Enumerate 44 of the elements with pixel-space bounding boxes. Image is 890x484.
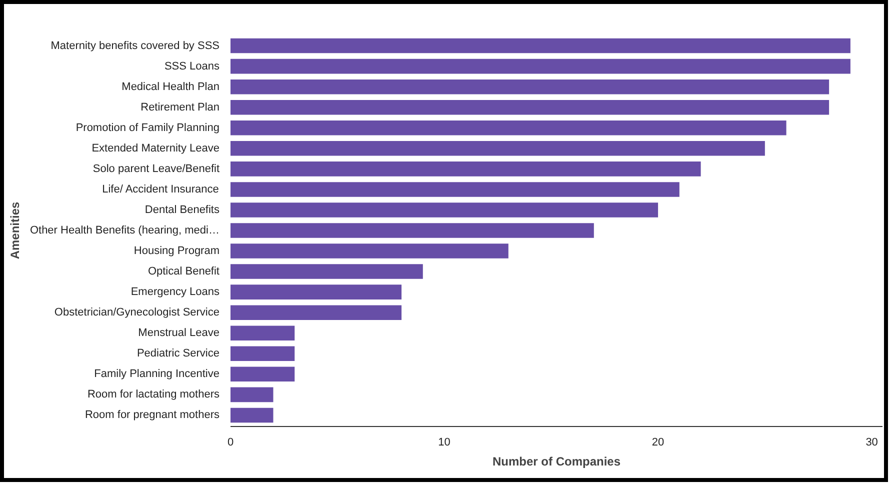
bar (230, 284, 402, 300)
x-tick-label: 20 (652, 436, 664, 448)
x-axis-title: Number of Companies (492, 454, 621, 468)
bar (230, 162, 701, 176)
bar (230, 326, 295, 341)
y-axis-title: Amenities (8, 202, 22, 260)
bar (230, 202, 658, 218)
bar (230, 100, 830, 115)
bar (230, 408, 274, 423)
y-tick-label: Dental Benefits (144, 204, 220, 216)
bar (230, 182, 680, 197)
y-tick-label: Menstrual Leave (138, 327, 220, 340)
y-tick-label: Room for lactating mothers (87, 388, 220, 401)
y-tick-label: Retirement Plan (140, 101, 220, 114)
bar (230, 244, 508, 258)
x-tick-label: 10 (438, 436, 450, 448)
y-tick-label: Optical Benefit (148, 266, 220, 278)
y-tick-label: Life/ Accident Insurance (102, 183, 219, 196)
y-tick-label: Solo parent Leave/Benefit (92, 162, 220, 175)
y-tick-label: SSS Loans (164, 60, 220, 72)
bar (230, 346, 295, 362)
y-tick-label: Obstetrician/Gynecologist Service (54, 306, 220, 319)
y-tick-label: Housing Program (134, 245, 220, 258)
y-tick-label: Emergency Loans (130, 286, 220, 298)
bar (230, 223, 594, 238)
bar (230, 264, 423, 279)
bar (230, 58, 850, 74)
y-tick-label: Medical Health Plan (122, 80, 220, 93)
bar (230, 305, 402, 320)
bar (230, 120, 786, 136)
bar (230, 141, 765, 156)
x-tick-label: 0 (227, 436, 234, 448)
y-tick-label: Extended Maternity Leave (92, 142, 220, 154)
y-tick-label: Pediatric Service (136, 348, 220, 360)
y-tick-label: Family Planning Incentive (94, 368, 220, 380)
bar (230, 38, 850, 54)
bar (230, 366, 295, 382)
y-tick-label: Room for pregnant mothers (84, 409, 220, 422)
bar (230, 79, 830, 94)
bar (230, 387, 274, 402)
y-tick-label: Promotion of Family Planning (76, 122, 220, 134)
x-tick-label: 30 (866, 436, 878, 448)
y-tick-label: Other Health Benefits (hearing, medi… (30, 224, 220, 236)
y-tick-label: Maternity benefits covered by SSS (50, 40, 220, 52)
